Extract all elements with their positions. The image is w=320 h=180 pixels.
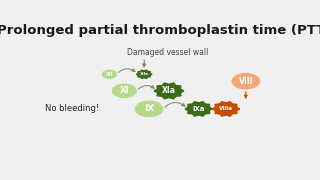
Text: XI: XI: [120, 86, 129, 95]
Text: Prolonged partial thromboplastin time (PTT): Prolonged partial thromboplastin time (P…: [0, 24, 320, 37]
Circle shape: [102, 70, 116, 78]
Text: VIII: VIII: [239, 77, 253, 86]
Text: IX: IX: [144, 104, 154, 113]
Circle shape: [232, 74, 260, 89]
Circle shape: [135, 101, 163, 116]
Text: XIIa: XIIa: [140, 72, 148, 76]
Text: No bleeding!: No bleeding!: [45, 104, 99, 113]
Text: XIa: XIa: [162, 86, 176, 95]
Text: Damaged vessel wall: Damaged vessel wall: [127, 48, 208, 57]
Polygon shape: [136, 70, 152, 78]
Text: XII: XII: [106, 72, 113, 77]
Circle shape: [112, 84, 136, 98]
Polygon shape: [212, 102, 240, 116]
Text: VIIIa: VIIIa: [219, 106, 233, 111]
Text: IXa: IXa: [192, 106, 205, 112]
Polygon shape: [154, 83, 184, 99]
Polygon shape: [185, 102, 212, 116]
